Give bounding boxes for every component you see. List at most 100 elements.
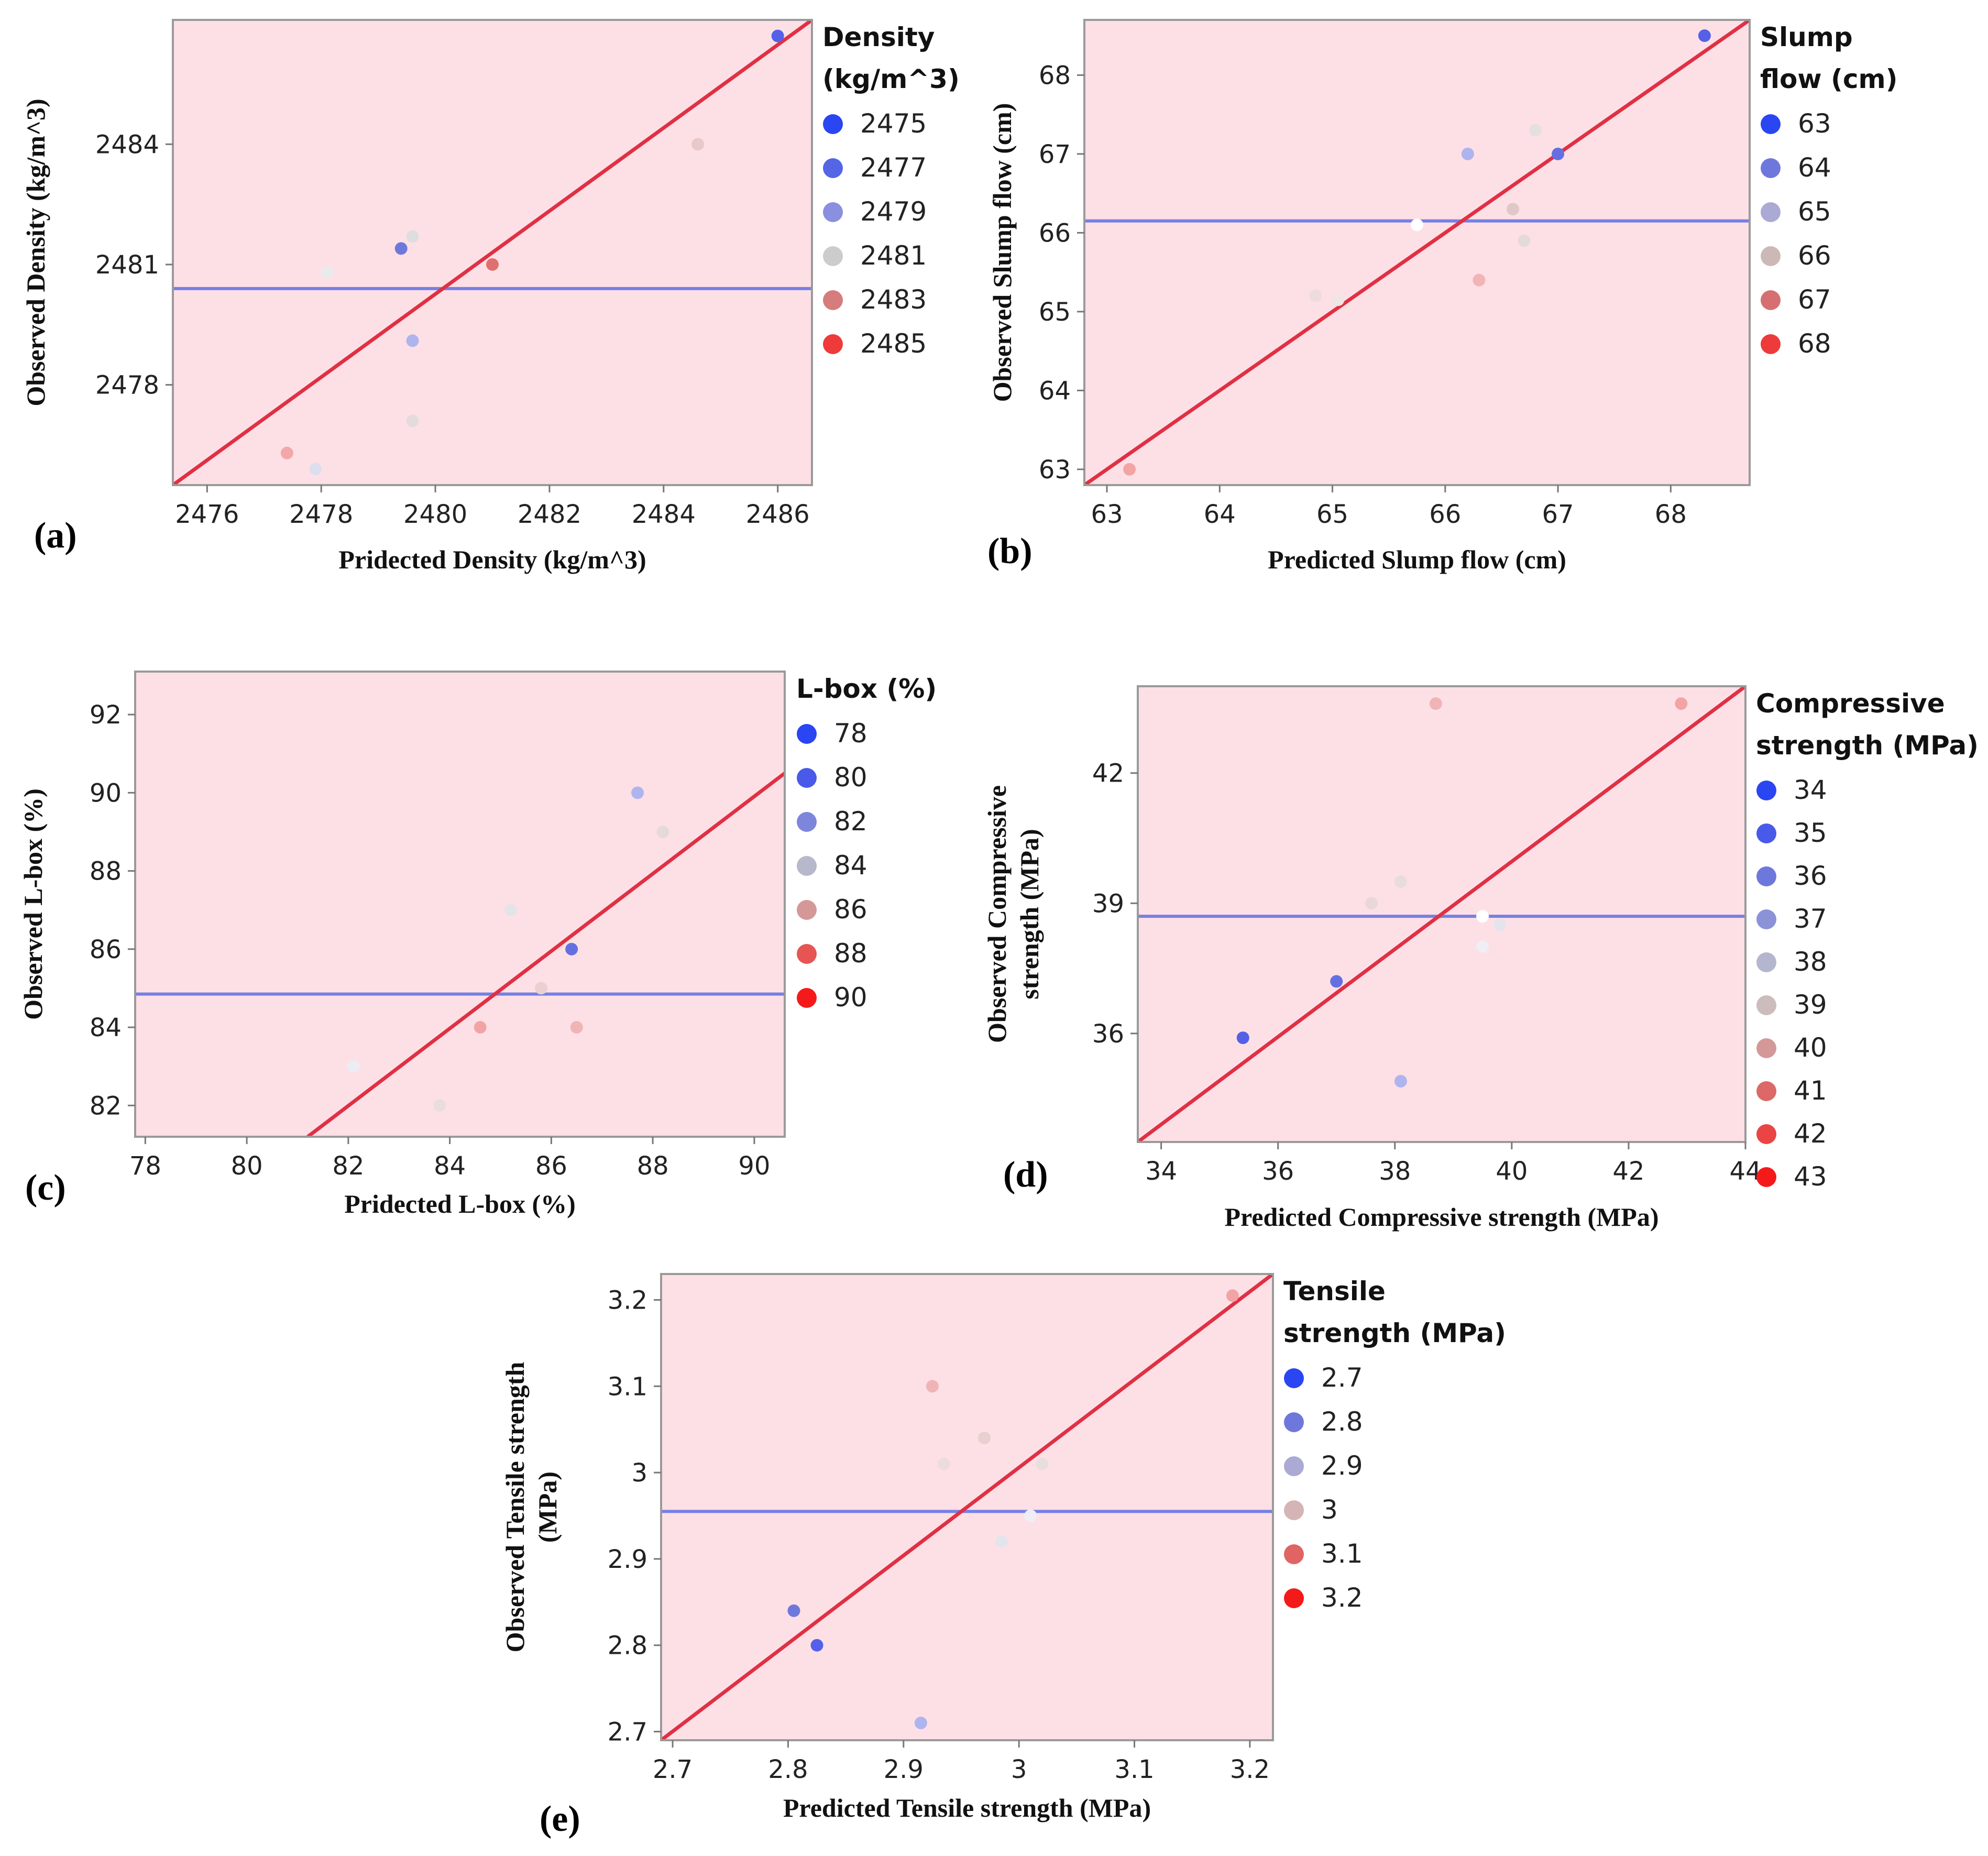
legend-label: 68 [1798, 328, 1831, 359]
y-tick-label: 88 [90, 857, 122, 886]
x-tick-label: 84 [434, 1151, 466, 1181]
data-point [926, 1380, 939, 1393]
data-point [1394, 1075, 1407, 1088]
data-point [1036, 1457, 1049, 1470]
data-point [771, 29, 784, 42]
data-point [691, 138, 705, 151]
legend-label: 80 [834, 762, 867, 793]
legend-label: 84 [834, 850, 867, 881]
data-point [1411, 218, 1423, 232]
x-tick-label: 82 [332, 1151, 364, 1181]
plot-border [134, 671, 786, 1138]
data-point [995, 1535, 1008, 1548]
chart-panel-e: 2.7 2.8 2.9 3 3.1 3.2 2.7 2.8 2.9 3 3.1 3.2 Predicte… [500, 1273, 1506, 1839]
x-tick-label: 3.2 [1230, 1755, 1270, 1784]
fit-line [306, 772, 785, 1137]
x-tick-label: 34 [1145, 1157, 1177, 1186]
y-tick-label: 64 [1039, 376, 1071, 405]
legend-swatch [1284, 1456, 1304, 1476]
data-point [309, 463, 322, 476]
y-tick-label: 2.8 [608, 1631, 647, 1661]
panel-label: (e) [540, 1799, 580, 1839]
legend-swatch [1761, 114, 1781, 134]
x-tick-label: 42 [1612, 1157, 1644, 1186]
y-tick-label: 3.1 [608, 1372, 647, 1401]
data-point [1473, 273, 1486, 287]
legend-swatch [823, 158, 843, 178]
x-tick-label: 80 [231, 1151, 263, 1181]
legend-title: strength (MPa) [1756, 730, 1979, 761]
y-tick-label: 36 [1092, 1019, 1124, 1049]
legend-label: 2481 [860, 240, 927, 271]
legend-label: 34 [1794, 775, 1827, 805]
data-point [1309, 289, 1322, 302]
legend-swatch [1756, 866, 1776, 886]
x-tick-label: 78 [129, 1151, 161, 1181]
legend-label: 41 [1794, 1075, 1827, 1106]
legend-label: 63 [1798, 108, 1831, 139]
legend-swatch [797, 856, 817, 876]
legend-title: L-box (%) [796, 674, 937, 704]
data-point [1506, 203, 1519, 216]
data-point [1518, 234, 1531, 247]
legend-label: 2.7 [1321, 1363, 1363, 1393]
y-tick-label: 2481 [95, 250, 159, 280]
legend: Tensile strength (MPa) 2.7 2.8 2.9 3 3.1 3.2 [1283, 1276, 1506, 1613]
legend-title: (kg/m^3) [822, 64, 960, 94]
legend-swatch [823, 114, 843, 134]
legend-label: 3 [1321, 1495, 1338, 1525]
x-tick-label: 2.7 [653, 1755, 693, 1784]
legend-swatch [1756, 1167, 1776, 1187]
legend-label: 2483 [860, 284, 927, 315]
chart-panel-b: 63 64 65 66 67 68 63 64 65 66 67 68 Predicted Slump … [987, 19, 1897, 574]
data-point [1330, 975, 1343, 988]
data-point [1476, 910, 1489, 923]
data-point [321, 266, 334, 279]
legend-title: Density [822, 22, 935, 52]
y-tick-label: 84 [90, 1013, 122, 1042]
y-tick-label: 92 [90, 700, 122, 730]
legend-swatch [823, 202, 843, 222]
legend-label: 35 [1794, 818, 1827, 848]
y-tick-label: 3.2 [608, 1286, 647, 1315]
legend-title: flow (cm) [1760, 64, 1897, 94]
legend-swatch [1284, 1544, 1304, 1564]
y-tick-label: 63 [1039, 455, 1071, 485]
legend-label: 88 [834, 938, 867, 969]
data-point [1698, 29, 1711, 42]
data-point [1365, 897, 1378, 910]
chart-panel-a: 2476 2478 2480 2482 2484 2486 2478 2481 2484 Prid… [21, 19, 960, 574]
legend-title: strength (MPa) [1283, 1318, 1506, 1348]
plot-border [1137, 685, 1747, 1143]
legend-swatch [797, 768, 817, 788]
x-tick-label: 90 [738, 1151, 770, 1181]
y-axis-title-line: Observed Tensile strength [500, 1361, 530, 1652]
legend: Compressive strength (MPa) 34 35 36 37 38 39 40 4… [1756, 688, 1979, 1192]
data-point [810, 1639, 823, 1652]
data-point [1429, 697, 1442, 710]
y-tick-label: 3 [631, 1458, 647, 1488]
data-point [1675, 697, 1688, 710]
legend-label: 36 [1794, 861, 1827, 891]
data-point [1024, 1509, 1037, 1522]
data-point [1236, 1031, 1249, 1045]
chart-panel-d: 34 36 38 40 42 44 36 39 42 Predicted Compressive … [982, 685, 1979, 1232]
x-tick-label: 65 [1316, 500, 1348, 529]
data-point [937, 1457, 950, 1470]
data-point [1461, 147, 1474, 160]
legend-swatch [797, 724, 817, 744]
y-axis-title-line: (MPa) [533, 1471, 562, 1543]
legend-swatch [823, 334, 843, 354]
legend-swatch [1761, 158, 1781, 178]
panel-label: (a) [34, 515, 77, 556]
data-point [406, 230, 419, 243]
data-point [535, 982, 547, 995]
legend-swatch [1756, 781, 1776, 800]
x-tick-label: 2.9 [884, 1755, 924, 1784]
panel-label: (b) [987, 531, 1033, 572]
legend-label: 2.9 [1321, 1451, 1363, 1481]
legend-label: 2479 [860, 196, 927, 227]
y-tick-label: 90 [90, 778, 122, 808]
legend-swatch [797, 900, 817, 920]
legend-title: Compressive [1756, 688, 1945, 719]
